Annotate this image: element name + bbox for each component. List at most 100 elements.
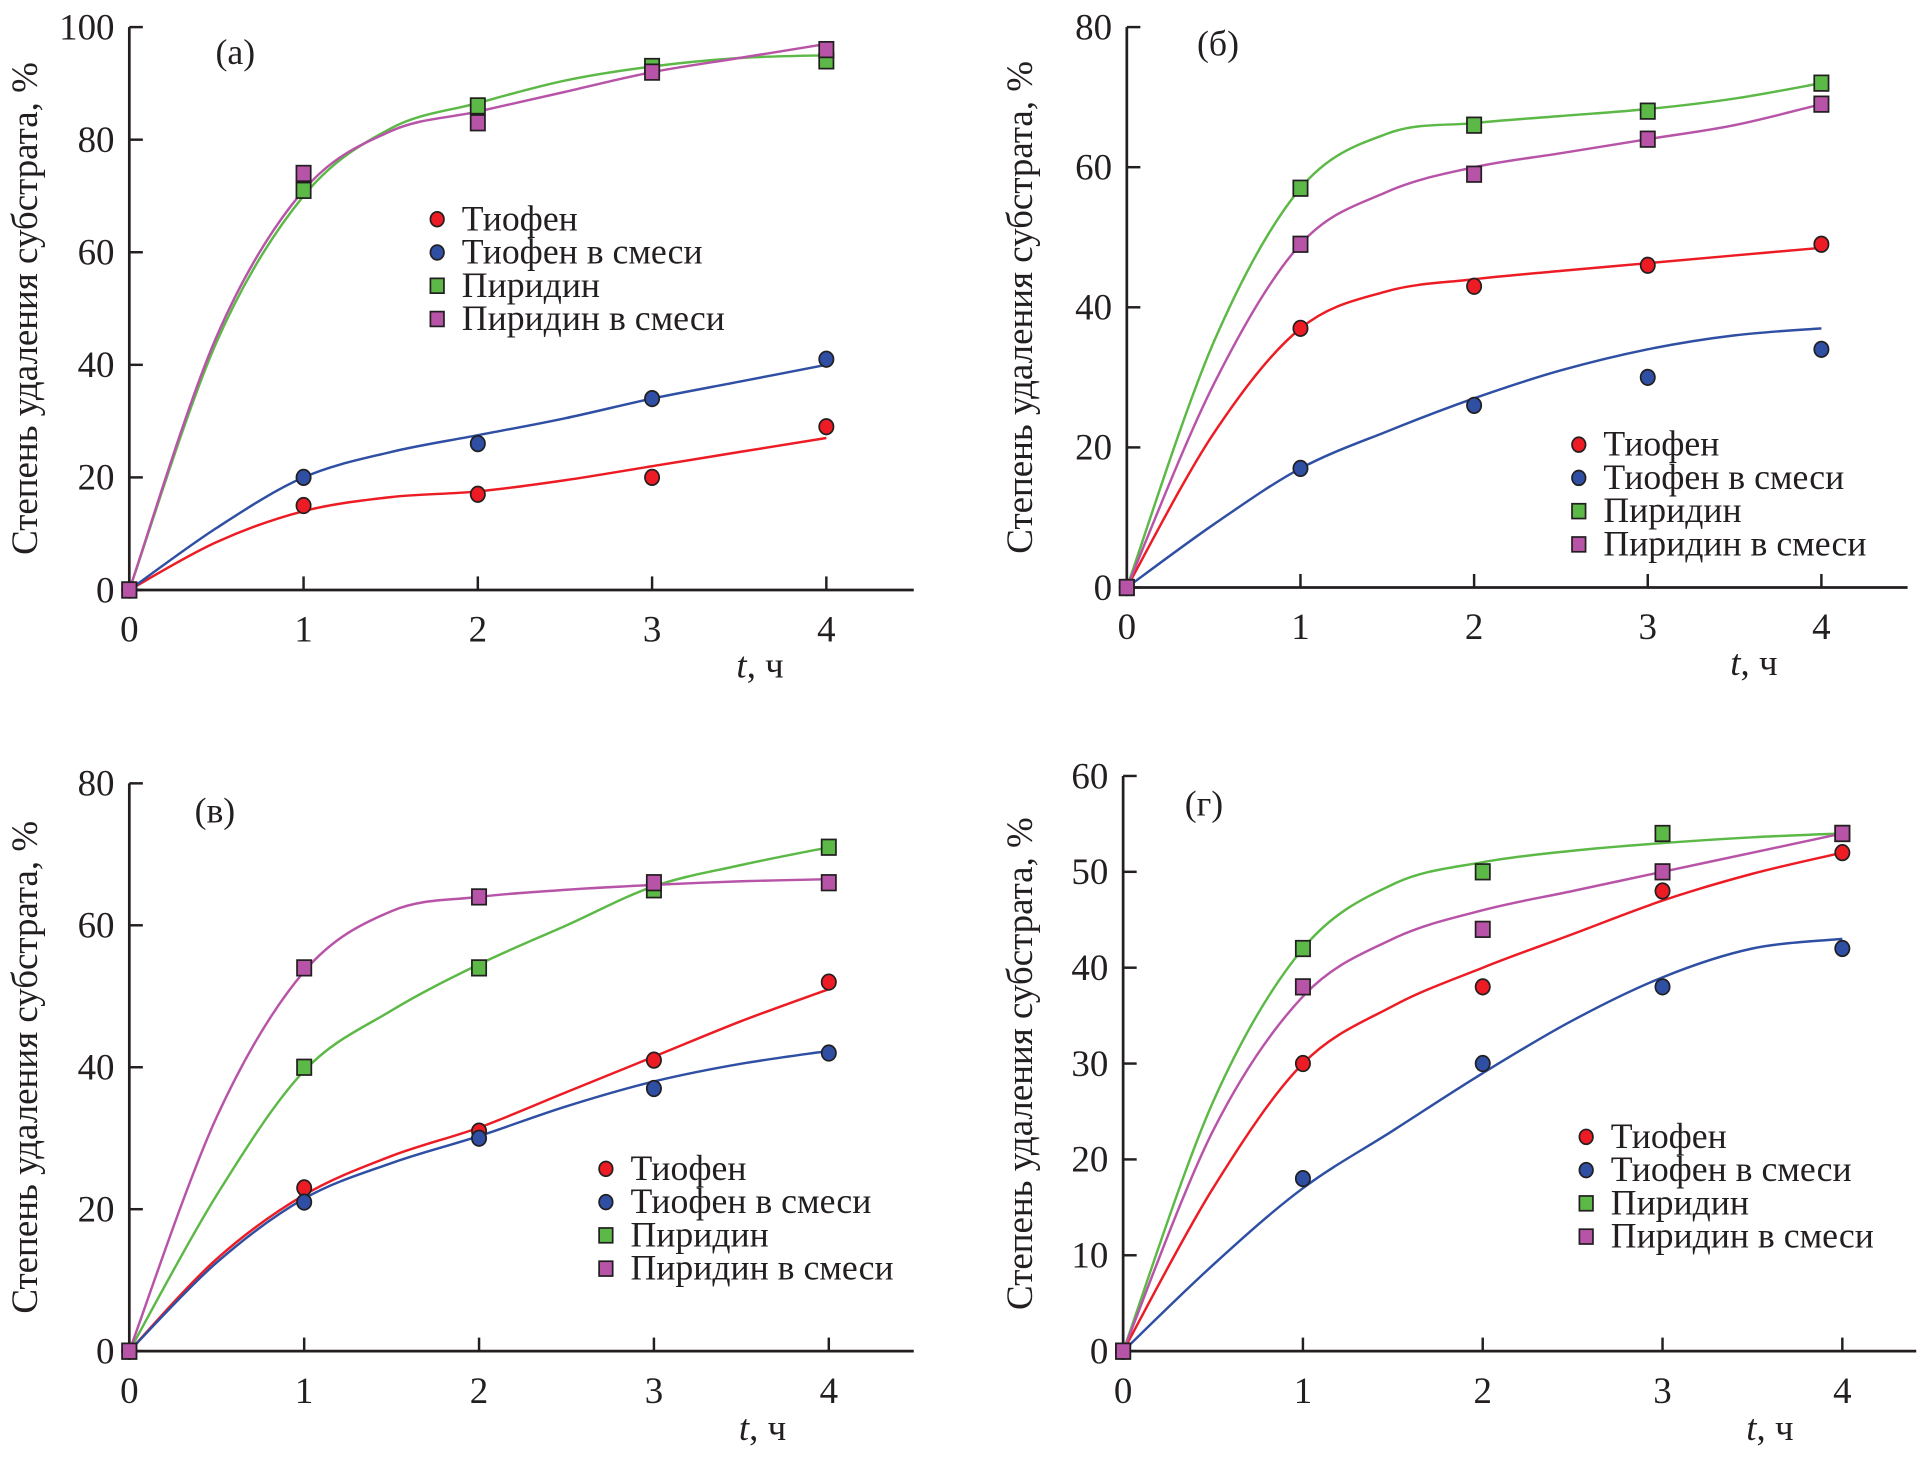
data-point: [1474, 1054, 1491, 1073]
legend-marker-icon: [598, 1260, 614, 1277]
data-point: [1813, 340, 1830, 358]
legend-item: Пиридин: [1578, 1182, 1749, 1222]
y-tick-label: 20: [1075, 427, 1112, 468]
y-tick-label: 10: [1071, 1235, 1108, 1276]
x-tick-label: 4: [1812, 606, 1830, 647]
data-point: [820, 874, 837, 892]
legend-label: Тиофен: [1611, 1116, 1727, 1156]
data-point: [818, 40, 835, 59]
data-point: [1639, 256, 1656, 274]
legend-item: Тиофен: [598, 1148, 746, 1188]
y-tick-label: 0: [96, 569, 114, 610]
legend-item: Тиофен: [1571, 424, 1719, 464]
data-point: [121, 581, 138, 599]
y-tick-label: 80: [1075, 6, 1112, 47]
x-axis-title: t, ч: [736, 644, 783, 685]
data-point: [644, 63, 661, 81]
x-axis-unit: , ч: [749, 1407, 786, 1448]
data-point: [1292, 319, 1309, 337]
data-point: [469, 435, 486, 453]
legend-marker-icon: [429, 277, 445, 295]
data-point: [295, 496, 312, 515]
legend-marker-icon: [1571, 436, 1587, 453]
data-point: [1474, 920, 1491, 938]
legend-item: Тиофен в смеси: [1578, 1149, 1852, 1189]
data-point: [1639, 130, 1656, 148]
y-tick-label: 60: [1071, 755, 1108, 796]
legend-label: Пиридин в смеси: [1611, 1216, 1874, 1256]
y-tick-label: 60: [1075, 147, 1112, 188]
data-point: [295, 181, 312, 199]
data-point: [1654, 863, 1671, 881]
legend-label: Пиридин: [631, 1214, 769, 1254]
legend-label: Тиофен в смеси: [631, 1181, 872, 1221]
x-tick-label: 4: [817, 609, 835, 650]
fit-curve-square: [128, 54, 827, 591]
x-tick-label: 1: [295, 1370, 313, 1411]
panel-v: 0 20 40 60 80 0 1 2 3 4 t, ч Степень удаления субст…: [4, 763, 914, 1448]
data-point: [471, 1129, 488, 1147]
y-tick-label: 20: [78, 457, 115, 498]
y-tick-label: 40: [78, 344, 115, 385]
x-tick-label: 1: [1291, 606, 1309, 647]
data-point: [645, 874, 662, 892]
panel-label: (а): [216, 32, 256, 72]
data-point: [1118, 578, 1135, 597]
legend-marker-icon: [598, 1193, 614, 1211]
x-tick-label: 0: [1114, 1370, 1132, 1411]
legend-item: Тиофен в смеси: [1571, 457, 1844, 497]
legend-marker-icon: [429, 310, 445, 328]
x-tick-label: 3: [1653, 1370, 1671, 1411]
data-point: [1474, 863, 1491, 881]
fit-curve-square: [1121, 832, 1843, 1352]
x-tick-label: 4: [1833, 1370, 1851, 1411]
data-point: [1294, 978, 1311, 996]
legend-marker-icon: [1578, 1128, 1594, 1146]
y-tick-label: 60: [78, 905, 115, 946]
x-tick-label: 2: [469, 609, 487, 650]
data-point: [1639, 102, 1656, 120]
x-axis-title: t, ч: [1730, 642, 1777, 683]
x-tick-label: 2: [1473, 1370, 1491, 1411]
legend-label: Пиридин: [1611, 1182, 1749, 1222]
y-tick-label: 40: [78, 1047, 115, 1088]
data-point: [645, 1051, 662, 1069]
data-point: [296, 959, 313, 977]
y-axis-title: Степень удаления субстрата, %: [999, 61, 1040, 554]
legend-item: Пиридин в смеси: [429, 298, 725, 338]
data-point: [1834, 939, 1851, 958]
x-axis-title: t, ч: [1746, 1407, 1793, 1448]
data-point: [469, 114, 486, 132]
legend-label: Тиофен в смеси: [1611, 1149, 1852, 1189]
legend-item: Пиридин в смеси: [598, 1248, 894, 1288]
x-tick-label: 1: [1294, 1370, 1312, 1411]
y-axis-title: Степень удаления субстрата, %: [4, 821, 45, 1314]
legend-label: Пиридин: [462, 265, 600, 305]
panel-a: 0 20 40 60 80 100 0 1 2 3 4 t, ч Степень удаления су…: [4, 6, 914, 685]
x-axis-title: t, ч: [739, 1407, 786, 1448]
data-point: [296, 1193, 313, 1211]
legend-label: Пиридин: [1603, 490, 1741, 530]
data-point: [820, 973, 837, 991]
data-point: [1466, 277, 1483, 295]
y-tick-label: 0: [1094, 567, 1112, 608]
legend-marker-icon: [598, 1227, 614, 1244]
data-point: [1813, 235, 1830, 253]
data-point: [645, 1079, 662, 1098]
y-tick-label: 40: [1075, 287, 1112, 328]
x-axis-variable: t: [736, 644, 747, 685]
data-point: [1654, 978, 1671, 996]
data-point: [1466, 165, 1483, 183]
data-point: [820, 1044, 837, 1062]
data-point: [1294, 939, 1311, 958]
legend-label: Тиофен в смеси: [462, 232, 703, 272]
legend-item: Пиридин в смеси: [1578, 1216, 1874, 1256]
x-tick-label: 3: [1639, 606, 1657, 647]
x-axis-unit: , ч: [1741, 642, 1778, 683]
y-axis-title: Степень удаления субстрата, %: [4, 62, 45, 555]
x-axis-variable: t: [1730, 642, 1741, 683]
data-point: [121, 1342, 138, 1360]
legend-marker-icon: [1571, 469, 1587, 487]
y-axis-title: Степень удаления субстрата, %: [999, 817, 1040, 1310]
data-point: [1115, 1342, 1132, 1360]
